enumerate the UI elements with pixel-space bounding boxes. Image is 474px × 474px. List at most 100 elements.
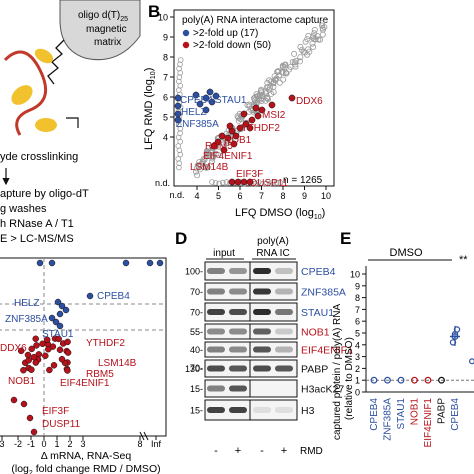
point-up <box>36 259 44 267</box>
scatter-point-nd <box>270 179 277 186</box>
point-down <box>30 353 38 361</box>
scatter-point <box>296 58 303 65</box>
c-x-tick-label: 2 <box>67 439 72 449</box>
blot-band <box>253 309 271 315</box>
scatter-point <box>282 61 289 68</box>
scatter-point-nd <box>176 164 182 171</box>
blot-band <box>253 268 271 274</box>
scatter-point-nd <box>177 57 184 63</box>
blot-band <box>229 346 247 353</box>
header-polya: poly(A) <box>257 236 289 247</box>
scatter-point <box>271 73 278 80</box>
label-helz-c: HELZ <box>14 298 40 309</box>
scatter-point <box>314 33 321 40</box>
scatter-point-nd <box>255 179 262 186</box>
scatter-point-down <box>236 124 244 132</box>
y-tick-label: 8 <box>163 53 168 63</box>
blot-band <box>229 365 247 372</box>
point-up <box>56 310 64 318</box>
point-up <box>52 318 60 326</box>
blot-band <box>253 346 271 353</box>
condition-label: DMSO <box>390 247 423 259</box>
protein-label: H3acK27 <box>301 384 344 396</box>
point-up <box>54 298 62 306</box>
scatter-point <box>203 164 210 171</box>
blot-strip <box>204 379 298 398</box>
scatter-point <box>206 152 213 159</box>
e-y-tick-label: 5 <box>355 329 360 339</box>
x-axis-label: LFQ DMSO (log10) <box>235 207 325 221</box>
scatter-point <box>192 168 199 175</box>
scatter-point-down <box>218 132 226 140</box>
point-up <box>56 322 64 330</box>
point-down <box>58 355 66 363</box>
blot-band <box>253 407 271 413</box>
scatter-point <box>302 38 309 45</box>
scatter-point <box>274 68 281 75</box>
protein-label: EIF4ENIF1 <box>301 345 353 357</box>
scatter-point-down <box>210 142 218 150</box>
point-down <box>45 345 52 353</box>
blot-band <box>207 328 225 335</box>
label-ddx6: DDX6 <box>296 96 323 107</box>
c-x-tick-label: 3 <box>0 439 5 449</box>
blot-band <box>229 328 247 335</box>
point-down <box>24 351 32 359</box>
label-cpeb4: CPEB4 <box>180 95 213 106</box>
scatter-point <box>200 156 207 163</box>
e-point <box>411 376 418 384</box>
scatter-point-down <box>258 106 266 114</box>
scatter-point <box>291 50 298 57</box>
e-y-tick-label: 0 <box>355 388 360 398</box>
bead-label-3: matrix <box>94 37 121 48</box>
e-category-label: PABP <box>437 398 448 424</box>
blot-band <box>253 328 271 335</box>
label-eif3f: EIF3F <box>236 169 263 180</box>
scatter-point <box>282 70 289 77</box>
scatter-point <box>289 59 296 66</box>
scatter-point-down <box>226 122 234 130</box>
x-tick-label: 8 <box>280 191 285 201</box>
lane-sign: + <box>235 445 241 457</box>
panel-a: oligo d(T)25 magnetic matrix yde crossli… <box>0 0 141 245</box>
scatter-point-down <box>288 94 296 102</box>
blot-band <box>207 309 225 315</box>
scatter-point <box>311 26 318 33</box>
scatter-point-nd <box>277 180 284 186</box>
e-point <box>438 376 445 384</box>
blot-strip <box>204 282 298 301</box>
blot-band <box>275 365 293 372</box>
magnetic-bead-icon <box>59 0 141 61</box>
scatter-point-nd <box>259 181 266 187</box>
scatter-point <box>199 158 206 165</box>
scatter-point <box>280 76 287 83</box>
scatter-point-down <box>232 132 240 140</box>
scatter-point-up <box>192 91 200 99</box>
e-category-label: EIF4ENIF1 <box>423 398 434 448</box>
y-tick-label: 5 <box>163 113 168 123</box>
point-down <box>64 349 72 356</box>
blot-band <box>275 407 293 413</box>
c-x-tick-label: -1 <box>27 439 35 449</box>
protein-label: CPEB4 <box>301 266 336 278</box>
scatter-point <box>207 148 214 155</box>
y-tick-label: 9 <box>163 33 168 43</box>
scatter-point <box>262 90 269 97</box>
e-y-tick-label: 1 <box>355 376 360 386</box>
legend-down-text: >2-fold down (50) <box>193 40 271 51</box>
point-down <box>32 359 40 366</box>
scatter-point <box>297 43 304 50</box>
scatter-point-nd <box>263 180 269 187</box>
blot-strip <box>204 302 298 322</box>
scatter-point <box>276 72 283 79</box>
scatter-point <box>264 79 271 86</box>
label-dusp11-c: DUSP11 <box>42 419 81 430</box>
n-count: n = 1265 <box>283 175 323 186</box>
c-x-tick-label: -2 <box>14 439 22 449</box>
blot-strip <box>204 341 298 358</box>
point-down <box>32 335 39 343</box>
scatter-point-down <box>252 104 260 112</box>
scatter-point <box>297 54 304 61</box>
